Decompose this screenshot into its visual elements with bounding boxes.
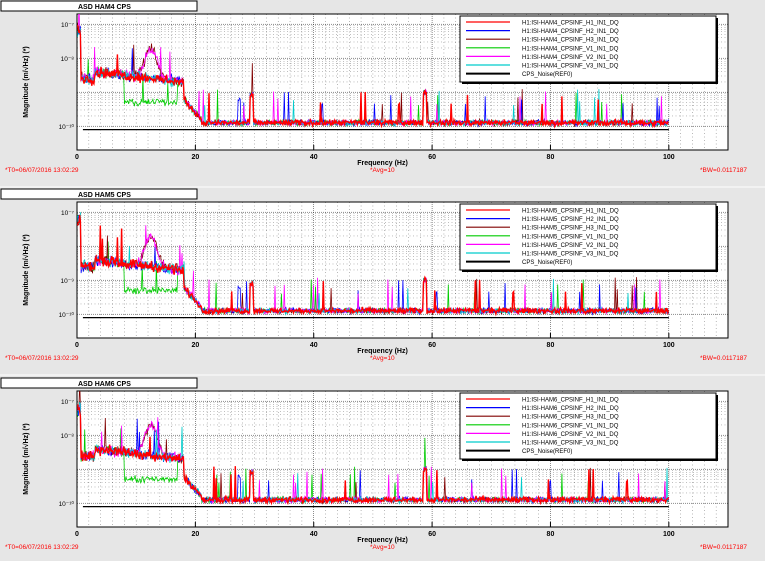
x-tick-label: 40 xyxy=(310,342,318,349)
x-tick-label: 100 xyxy=(663,531,675,538)
series-trace xyxy=(77,214,670,317)
y-tick-label: 10⁻⁷ xyxy=(61,22,75,29)
footer-t0: *T0=06/07/2016 13:02:29 xyxy=(5,167,79,174)
chart-panel: ASD HAM4 CPS 0 20 40 60 80 100 10⁻⁷ 10⁻⁸ 10⁻¹⁰ Fre… xyxy=(0,0,765,188)
x-tick-label: 0 xyxy=(75,531,79,538)
x-tick-label: 60 xyxy=(428,154,436,161)
traces xyxy=(77,14,669,131)
footer-avg: *Avg=10 xyxy=(370,355,395,362)
y-tick-label: 10⁻¹⁰ xyxy=(59,123,75,131)
footer-bw: *BW=0.0117187 xyxy=(700,355,747,362)
y-tick-label: 10⁻⁸ xyxy=(61,56,75,63)
chart-panel: ASD HAM5 CPS 0 20 40 60 80 100 10⁻⁷ 10⁻⁹ 10⁻¹⁰ Fre… xyxy=(0,188,765,376)
x-tick-label: 0 xyxy=(75,342,79,349)
legend-entry: H1:ISI-HAM5_CPSINF_H1_IN1_DQ xyxy=(522,209,619,215)
x-tick-label: 80 xyxy=(547,342,555,349)
legend-entry: H1:ISI-HAM5_CPSINF_H3_IN1_DQ xyxy=(522,226,619,232)
y-tick-label: 10⁻⁷ xyxy=(61,399,75,406)
legend-entry: H1:ISI-HAM5_CPSINF_V1_IN1_DQ xyxy=(522,234,619,240)
legend-entry: CPS_Noise(REF0) xyxy=(522,449,572,455)
legend-entry: H1:ISI-HAM5_CPSINF_H2_IN1_DQ xyxy=(522,217,619,223)
traces xyxy=(77,391,670,508)
legend-entry: H1:ISI-HAM4_CPSINF_V2_IN1_DQ xyxy=(522,55,619,61)
legend-entry: H1:ISI-HAM4_CPSINF_H2_IN1_DQ xyxy=(522,29,619,35)
legend-entry: H1:ISI-HAM5_CPSINF_V3_IN1_DQ xyxy=(522,252,619,258)
footer-t0: *T0=06/07/2016 13:02:29 xyxy=(5,355,79,362)
title-box xyxy=(0,0,198,12)
x-tick-label: 60 xyxy=(428,531,436,538)
footer-t0: *T0=06/07/2016 13:02:29 xyxy=(5,544,79,551)
series-trace xyxy=(77,404,670,506)
x-tick-label: 100 xyxy=(663,342,675,349)
legend xyxy=(459,392,717,460)
x-tick-label: 60 xyxy=(428,342,436,349)
chart-title: ASD HAM5 CPS xyxy=(78,192,131,199)
x-tick-label: 20 xyxy=(191,154,199,161)
legend-entry: H1:ISI-HAM4_CPSINF_V3_IN1_DQ xyxy=(522,64,619,70)
x-axis-label: Frequency (Hz) xyxy=(357,537,408,544)
legend-entry: H1:ISI-HAM4_CPSINF_H3_IN1_DQ xyxy=(522,38,619,44)
footer-avg: *Avg=10 xyxy=(370,544,395,551)
legend-entry: H1:ISI-HAM6_CPSINF_V3_IN1_DQ xyxy=(522,441,619,447)
y-tick-label: 10⁻¹⁰ xyxy=(59,500,75,508)
x-tick-label: 80 xyxy=(547,154,555,161)
title-box xyxy=(0,377,198,389)
legend-entry: H1:ISI-HAM6_CPSINF_V1_IN1_DQ xyxy=(522,423,619,429)
footer-bw: *BW=0.0117187 xyxy=(700,544,747,551)
x-tick-label: 40 xyxy=(310,531,318,538)
legend-entry: CPS_Noise(REF0) xyxy=(522,260,572,266)
y-axis-label: Magnitude (m/√Hz) (*) xyxy=(22,423,30,495)
footer-avg: *Avg=10 xyxy=(370,167,395,174)
x-tick-label: 40 xyxy=(310,154,318,161)
chart-title: ASD HAM4 CPS xyxy=(78,4,131,11)
legend-entry: H1:ISI-HAM4_CPSINF_H1_IN1_DQ xyxy=(522,21,619,27)
y-axis-label: Magnitude (m/√Hz) (*) xyxy=(22,46,30,118)
y-axis-label: Magnitude (m/√Hz) (*) xyxy=(22,234,30,306)
y-tick-label: 10⁻⁹ xyxy=(61,278,75,285)
legend-entry: H1:ISI-HAM6_CPSINF_H1_IN1_DQ xyxy=(522,398,619,404)
y-tick-label: 10⁻⁷ xyxy=(61,210,75,217)
legend-entry: H1:ISI-HAM6_CPSINF_V2_IN1_DQ xyxy=(522,432,619,438)
legend-entry: H1:ISI-HAM6_CPSINF_H3_IN1_DQ xyxy=(522,415,619,421)
legend-entry: CPS_Noise(REF0) xyxy=(522,72,572,78)
x-tick-label: 20 xyxy=(191,531,199,538)
traces xyxy=(77,212,670,319)
y-tick-label: 10⁻⁸ xyxy=(61,433,75,440)
x-axis-label: Frequency (Hz) xyxy=(357,348,408,355)
series-trace xyxy=(77,24,669,129)
x-tick-label: 100 xyxy=(663,154,675,161)
x-axis-label: Frequency (Hz) xyxy=(357,160,408,167)
x-tick-label: 80 xyxy=(547,531,555,538)
legend-entry: H1:ISI-HAM6_CPSINF_H2_IN1_DQ xyxy=(522,406,619,412)
legend xyxy=(459,203,717,271)
chart-panel: ASD HAM6 CPS 0 20 40 60 80 100 10⁻⁷ 10⁻⁸ 10⁻¹⁰ Fre… xyxy=(0,377,747,551)
title-box xyxy=(0,188,198,200)
x-tick-label: 0 xyxy=(75,154,79,161)
chart-title: ASD HAM6 CPS xyxy=(78,381,131,388)
y-tick-label: 10⁻¹⁰ xyxy=(59,311,75,319)
legend-entry: H1:ISI-HAM5_CPSINF_V2_IN1_DQ xyxy=(522,243,619,249)
x-tick-label: 20 xyxy=(191,342,199,349)
legend-entry: H1:ISI-HAM4_CPSINF_V1_IN1_DQ xyxy=(522,46,619,52)
footer-bw: *BW=0.0117187 xyxy=(700,167,747,174)
legend xyxy=(459,15,717,83)
